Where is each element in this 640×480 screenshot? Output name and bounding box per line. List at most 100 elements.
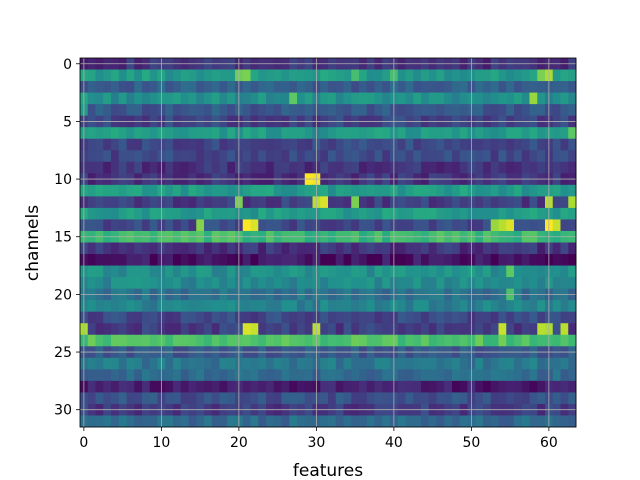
heatmap-cell (552, 184, 561, 197)
heatmap-cell (95, 323, 104, 336)
heatmap-cell (297, 323, 306, 336)
heatmap-cell (498, 150, 507, 163)
heatmap-cell (552, 357, 561, 370)
heatmap-cell (514, 242, 523, 255)
heatmap-cell (359, 242, 368, 255)
heatmap-cell (142, 81, 151, 93)
heatmap-cell (514, 81, 523, 93)
heatmap-cell (196, 254, 205, 266)
heatmap-cell (111, 150, 120, 163)
heatmap-cell (459, 92, 468, 105)
heatmap-cell (126, 81, 135, 93)
heatmap-cell (560, 323, 569, 336)
heatmap-cell (359, 161, 368, 174)
heatmap-cell (87, 277, 96, 290)
heatmap-cell (328, 380, 337, 393)
heatmap-cell (521, 161, 530, 174)
heatmap-cell (297, 150, 306, 163)
heatmap-cell (211, 369, 220, 382)
heatmap-cell (204, 150, 213, 163)
heatmap-cell (452, 207, 461, 220)
heatmap-cell (490, 265, 499, 278)
heatmap-cell (335, 196, 344, 209)
heatmap-cell (537, 104, 546, 117)
heatmap-cell (118, 323, 127, 336)
heatmap-cell (211, 392, 220, 405)
heatmap-cell (359, 323, 368, 336)
heatmap-cell (188, 392, 197, 405)
heatmap-cell (514, 415, 523, 428)
heatmap-cell (343, 150, 352, 163)
heatmap-cell (180, 392, 189, 405)
heatmap-cell (266, 92, 275, 105)
heatmap-cell (95, 150, 104, 163)
heatmap-cell (103, 81, 112, 93)
heatmap-cell (475, 207, 484, 220)
heatmap-cell (188, 323, 197, 336)
heatmap-cell (537, 127, 546, 140)
heatmap-cell (405, 127, 414, 140)
heatmap-cell (242, 219, 251, 232)
heatmap-cell (568, 311, 577, 324)
heatmap-cell (328, 69, 337, 82)
heatmap-cell (568, 357, 577, 370)
heatmap-cell (304, 69, 313, 82)
heatmap-cell (421, 92, 430, 105)
heatmap-cell (266, 357, 275, 370)
heatmap-cell (142, 104, 151, 117)
heatmap-cell (227, 392, 236, 405)
heatmap-cell (180, 92, 189, 105)
heatmap-cell (452, 184, 461, 197)
heatmap-cell (498, 380, 507, 393)
heatmap-cell (560, 196, 569, 209)
heatmap-cell (382, 81, 391, 93)
heatmap-cell (529, 207, 538, 220)
heatmap-cell (134, 69, 143, 82)
heatmap-cell (335, 277, 344, 290)
heatmap-cell (118, 369, 127, 382)
heatmap-cell (568, 127, 577, 140)
heatmap-cell (343, 127, 352, 140)
heatmap-cell (428, 254, 437, 266)
heatmap-cell (366, 138, 375, 151)
heatmap-cell (320, 150, 329, 163)
heatmap-cell (266, 138, 275, 151)
heatmap-cell (304, 277, 313, 290)
heatmap-cell (304, 138, 313, 151)
heatmap-cell (343, 242, 352, 255)
heatmap-cell (304, 357, 313, 370)
heatmap-cell (521, 392, 530, 405)
heatmap-cell (382, 104, 391, 117)
heatmap-cell (304, 81, 313, 93)
plot-frame (79, 57, 577, 428)
heatmap-cell (335, 357, 344, 370)
heatmap-cell (397, 104, 406, 117)
heatmap-cell (514, 150, 523, 163)
heatmap-cell (514, 207, 523, 220)
heatmap-cell (142, 369, 151, 382)
heatmap-cell (258, 196, 267, 209)
heatmap-cell (428, 334, 437, 347)
heatmap-cell (242, 334, 251, 347)
heatmap-cell (359, 219, 368, 232)
heatmap-cell (87, 138, 96, 151)
heatmap-cell (273, 138, 282, 151)
heatmap-cell (196, 184, 205, 197)
heatmap-cell (204, 69, 213, 82)
heatmap-cell (142, 219, 151, 232)
heatmap-cell (103, 104, 112, 117)
heatmap-cell (304, 300, 313, 313)
heatmap-cell (428, 300, 437, 313)
heatmap-cell (552, 242, 561, 255)
heatmap-cell (289, 219, 298, 232)
heatmap-cell (335, 369, 344, 382)
heatmap-cell (304, 207, 313, 220)
heatmap-cell (343, 369, 352, 382)
heatmap-cell (211, 334, 220, 347)
heatmap-cell (498, 334, 507, 347)
heatmap-cell (382, 334, 391, 347)
heatmap-cell (266, 196, 275, 209)
heatmap-cell (537, 357, 546, 370)
heatmap-cell (142, 92, 151, 105)
heatmap-cell (374, 150, 383, 163)
